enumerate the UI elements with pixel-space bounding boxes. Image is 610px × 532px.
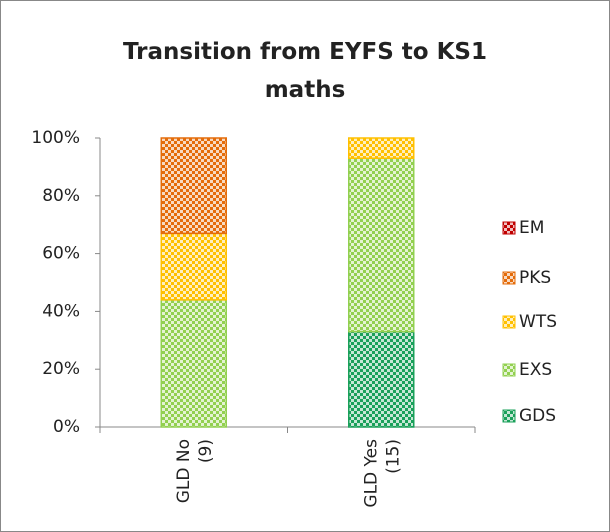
bar-segment [160,299,227,428]
legend-swatch [502,409,516,423]
legend-label: WTS [519,312,557,332]
y-tick-label: 20% [42,359,80,379]
x-tick-label-group: GLD No (9) [174,439,216,503]
bar-segment [160,137,227,235]
legend-label: EM [519,218,544,238]
y-tick-label: 100% [31,128,80,148]
legend-label: PKS [519,268,551,288]
y-tick-label: 0% [53,417,80,437]
y-tick-label: 60% [42,244,80,264]
x-tick-label-group: GLD Yes (15) [361,439,403,508]
legend-label: GDS [519,406,556,426]
legend-swatch [502,315,516,329]
chart-title: Transition from EYFS to KS1 maths [123,39,487,103]
legend-swatch [502,363,516,377]
legend-label: EXS [519,360,552,380]
bar-segment [348,157,415,333]
x-tick-label: GLD No (9) [174,439,216,503]
bar-segment [348,137,415,159]
y-tick-label: 80% [42,186,80,206]
legend-swatch [502,221,516,235]
bar-segment [348,330,415,428]
legend-swatch [502,271,516,285]
y-tick-label: 40% [42,301,80,321]
bar-segment [160,232,227,301]
x-tick-label: GLD Yes (15) [361,439,403,508]
